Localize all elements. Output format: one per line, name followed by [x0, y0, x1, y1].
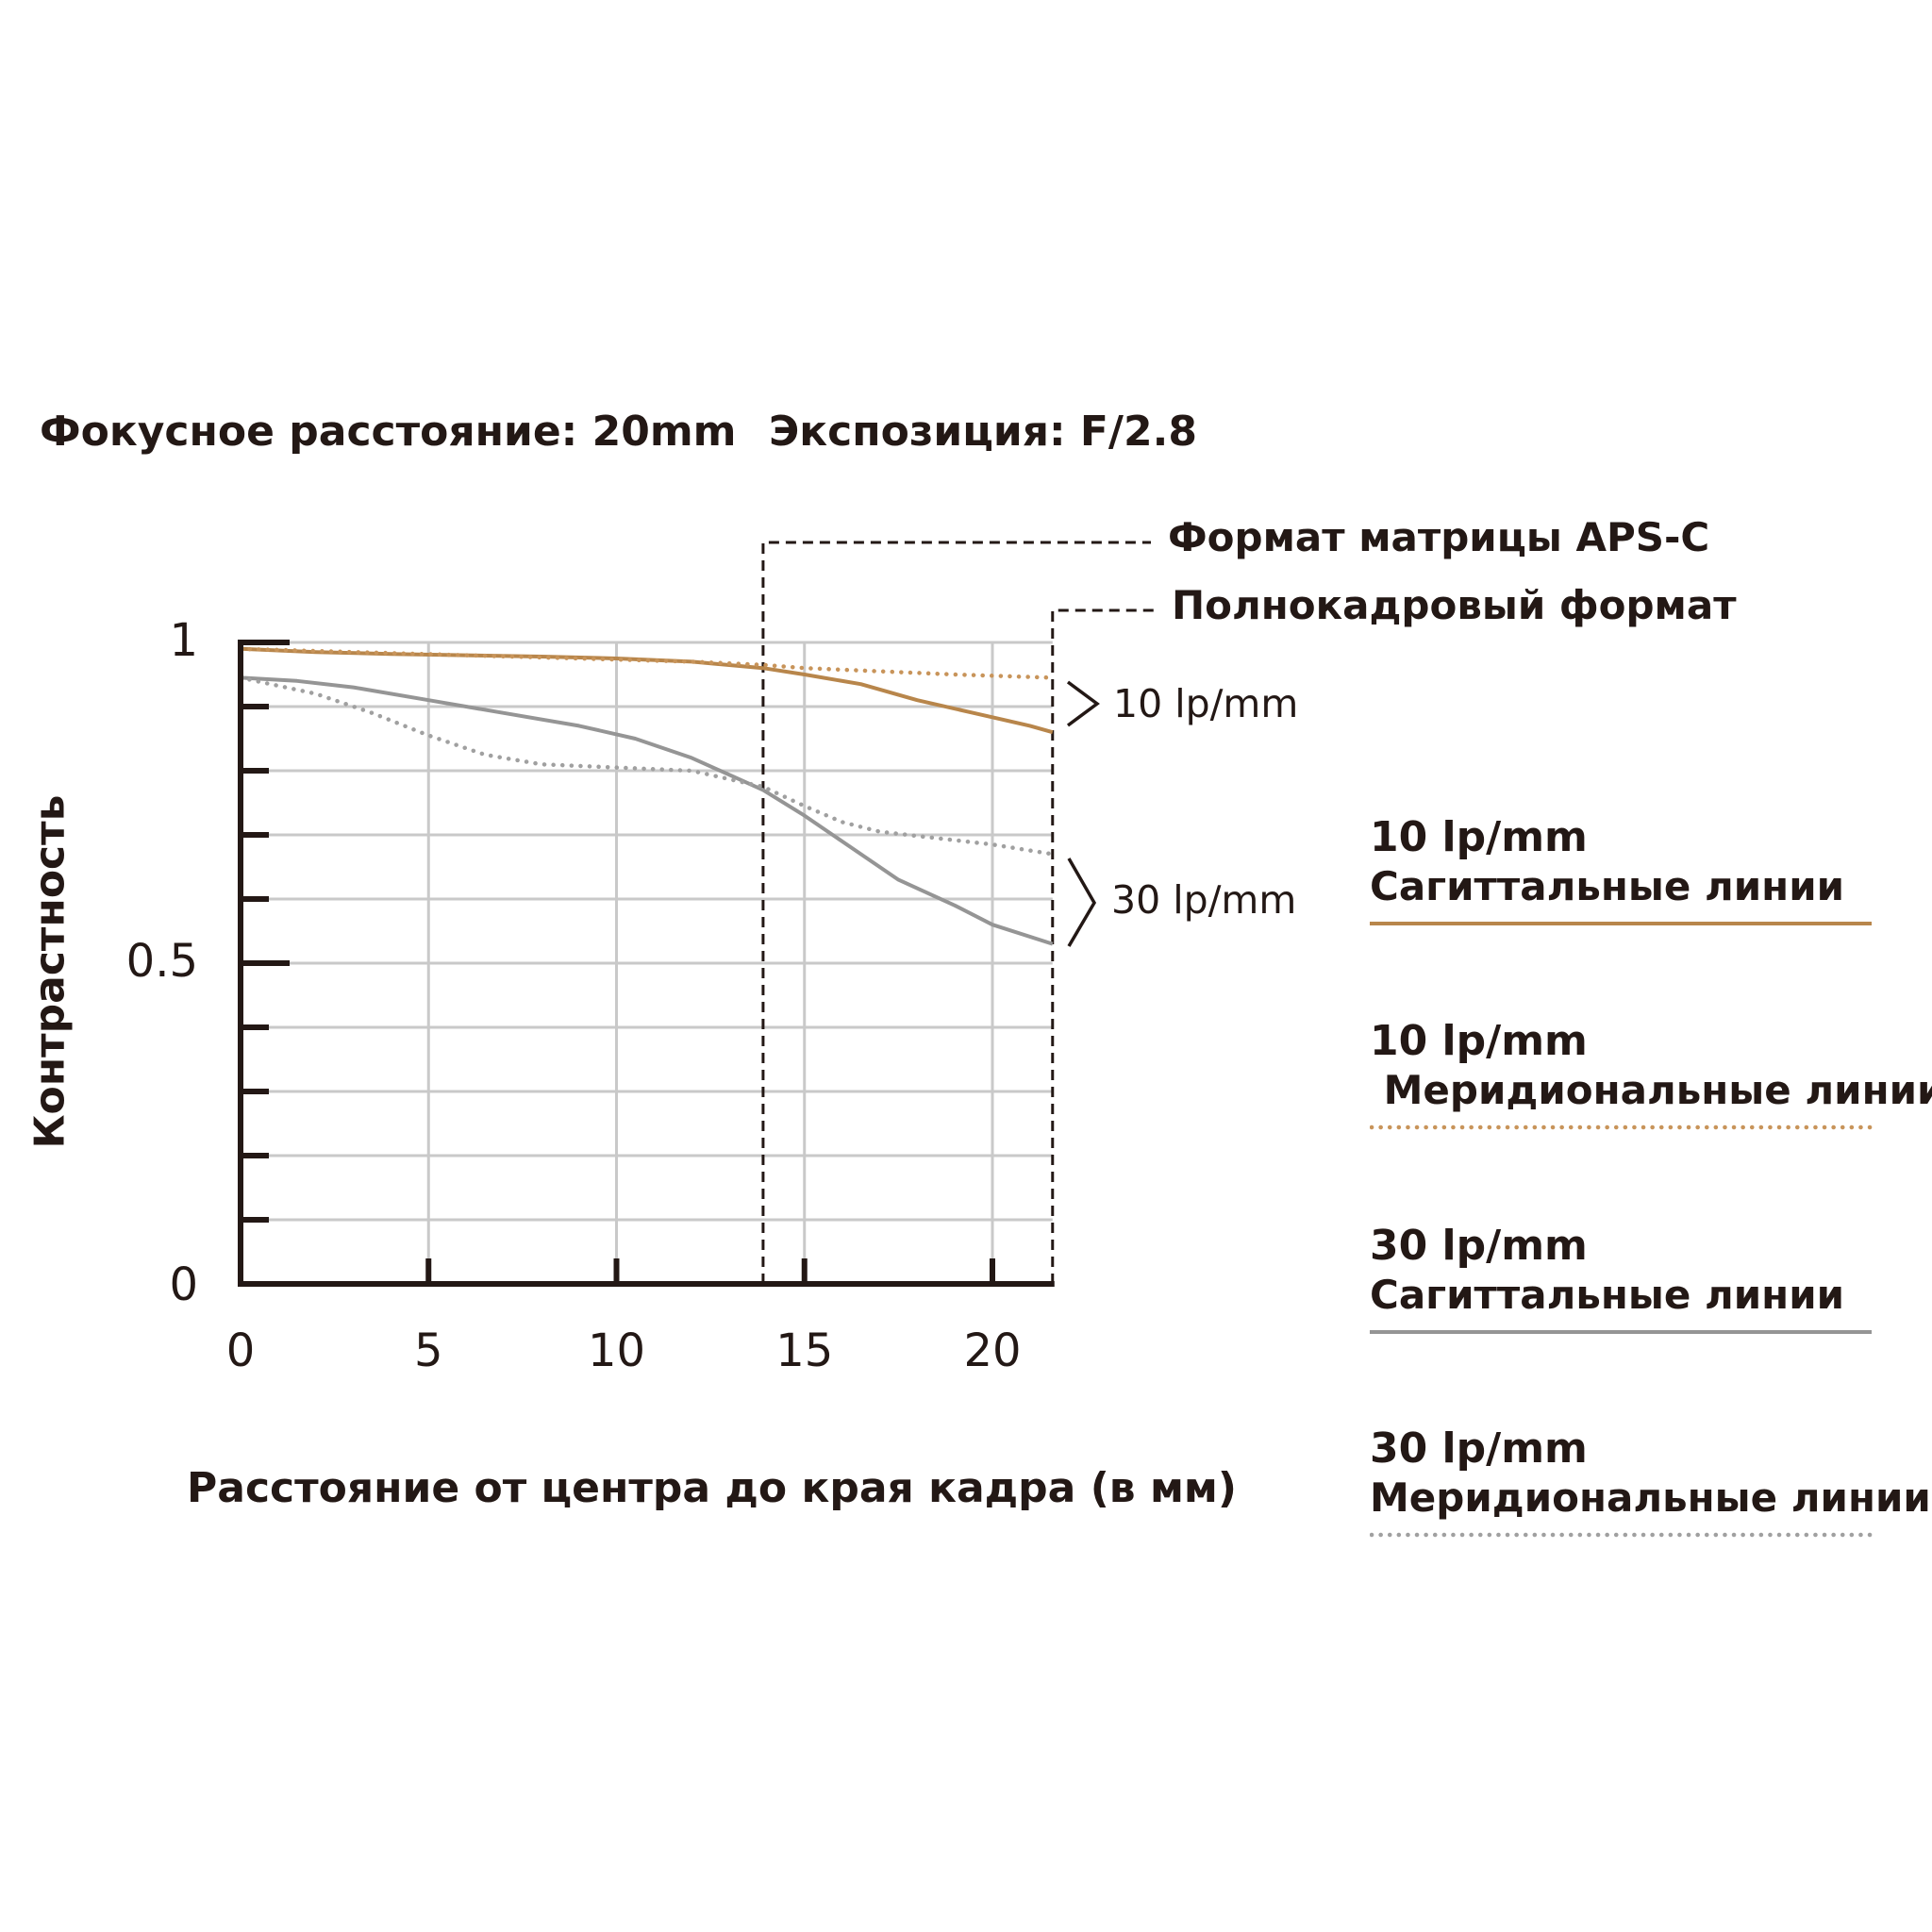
legend-lp: 10 lp/mm	[1370, 1017, 1588, 1065]
series-lines	[238, 646, 1056, 946]
full-frame-format-label: Полнокадровый формат	[1172, 582, 1737, 628]
group-label-30lpmm: 30 lp/mm	[1111, 877, 1297, 923]
legend-name: Сагиттальные линии	[1370, 1272, 1845, 1318]
legend-swatch-solid-gray	[1370, 1330, 1872, 1334]
legend-lp: 30 lp/mm	[1370, 1424, 1588, 1473]
bracket-10lpmm	[1066, 680, 1100, 727]
series-line-1	[238, 646, 1056, 680]
legend-name: Меридиональные линии	[1370, 1067, 1932, 1113]
legend-item-30-sagittal: 30 lp/mm Сагиттальные линии	[1370, 1222, 1898, 1339]
x-tick-label: 20	[963, 1324, 1021, 1377]
x-tick-label: 15	[775, 1324, 833, 1377]
axes	[238, 640, 1055, 1287]
format-markers	[761, 541, 1156, 1284]
legend-name: Сагиттальные линии	[1370, 863, 1845, 909]
grid	[241, 641, 1053, 1284]
x-tick-label: 10	[588, 1324, 645, 1377]
y-tick-label: 1	[169, 614, 198, 667]
legend-item-10-meridional: 10 lp/mm Меридиональные линии	[1370, 1017, 1932, 1134]
exposure-title: Экспозиция: F/2.8	[769, 408, 1197, 456]
legend-lp: 10 lp/mm	[1370, 813, 1588, 861]
legend-lp: 30 lp/mm	[1370, 1222, 1588, 1270]
apsc-format-label: Формат матрицы APS-C	[1168, 514, 1710, 560]
x-axis-label: Расстояние от центра до края кадра (в мм…	[187, 1464, 1237, 1512]
legend-item-30-meridional: 30 lp/mm Меридиональные линии	[1370, 1424, 1931, 1541]
full-frame-boundary-line	[1051, 608, 1156, 1284]
legend-swatch-dotted-gray	[1370, 1532, 1874, 1538]
legend-name: Меридиональные линии	[1370, 1474, 1931, 1521]
group-label-10lpmm: 10 lp/mm	[1113, 681, 1299, 726]
y-tick-label: 0	[169, 1258, 198, 1311]
legend-item-10-sagittal: 10 lp/mm Сагиттальные линии	[1370, 813, 1898, 930]
series-line-2	[240, 675, 1054, 946]
tick-labels: 0 5 10 15 20 0 0.5 1	[126, 614, 1022, 1377]
apsc-boundary-line	[761, 541, 1151, 1284]
focal-length-title: Фокусное расстояние: 20mm	[40, 408, 737, 456]
bracket-30lpmm	[1067, 858, 1097, 947]
legend-swatch-solid-tan	[1370, 922, 1872, 925]
y-tick-label: 0.5	[126, 935, 198, 988]
legend-swatch-dotted-tan	[1370, 1124, 1874, 1130]
x-tick-label: 0	[226, 1324, 256, 1377]
x-tick-label: 5	[414, 1324, 443, 1377]
